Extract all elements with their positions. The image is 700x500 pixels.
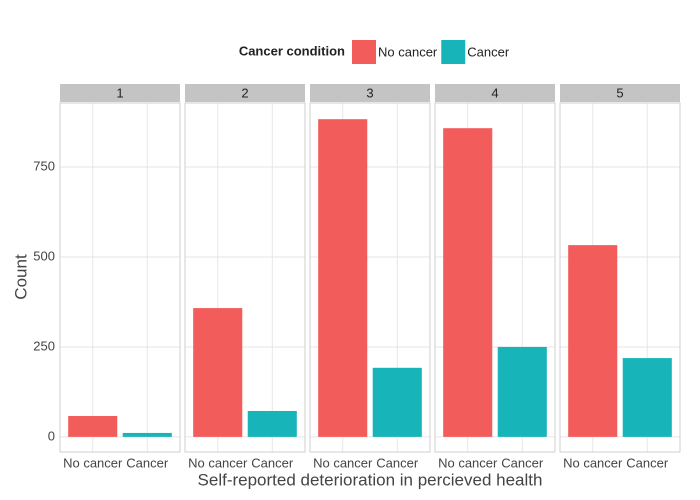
y-tick-label: 0: [48, 428, 55, 443]
x-tick-label: No cancer: [563, 455, 623, 470]
legend-swatch: [441, 40, 466, 64]
facet-title: 5: [616, 85, 623, 100]
strip: [185, 84, 305, 102]
legend-title: Cancer condition: [239, 43, 345, 58]
x-tick-label: No cancer: [188, 455, 248, 470]
x-tick-label: Cancer: [251, 455, 294, 470]
strip: [60, 84, 180, 102]
x-tick-label: Cancer: [501, 455, 544, 470]
x-axis-label: Self-reported deterioration in percieved…: [198, 470, 543, 489]
bar: [568, 245, 618, 437]
strip: [560, 84, 680, 102]
bar: [68, 416, 118, 437]
panel-border: [184, 102, 306, 453]
panel-border: [559, 102, 681, 453]
bar: [443, 128, 493, 437]
bar: [122, 432, 172, 437]
x-tick-label: Cancer: [126, 455, 169, 470]
x-tick-label: Cancer: [626, 455, 669, 470]
strip: [435, 84, 555, 102]
bar: [318, 119, 368, 437]
strip: [310, 84, 430, 102]
bar: [497, 346, 547, 437]
legend-label: Cancer: [467, 44, 510, 59]
legend-label: No cancer: [378, 44, 438, 59]
y-tick-label: 500: [33, 248, 55, 263]
facet-title: 3: [366, 85, 373, 100]
legend-swatch: [352, 40, 376, 64]
facet-title: 1: [116, 85, 123, 100]
bar: [193, 308, 243, 437]
panel-border: [309, 102, 431, 453]
facet-title: 2: [241, 85, 248, 100]
facet-title: 4: [491, 85, 498, 100]
bar: [247, 410, 297, 437]
x-tick-label: No cancer: [438, 455, 498, 470]
y-axis-label: Count: [11, 254, 30, 300]
panel-border: [59, 102, 181, 453]
bar: [372, 367, 422, 437]
y-tick-label: 250: [33, 338, 55, 353]
x-tick-label: No cancer: [63, 455, 123, 470]
bar: [622, 358, 672, 437]
x-tick-label: No cancer: [313, 455, 373, 470]
x-tick-label: Cancer: [376, 455, 419, 470]
panel-border: [434, 102, 556, 453]
y-tick-label: 750: [33, 158, 55, 173]
